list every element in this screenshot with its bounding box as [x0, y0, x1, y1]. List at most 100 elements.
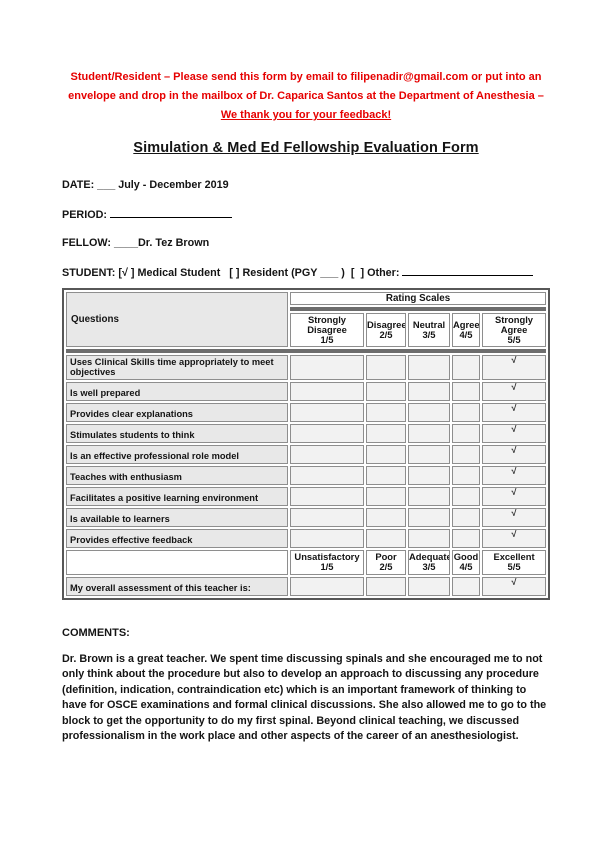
divider-bar — [290, 306, 547, 311]
rating-cell — [408, 424, 450, 444]
table-row: Provides clear explanations √ — [66, 403, 547, 423]
scale-label: Adequate — [409, 551, 450, 563]
scale-header-excellent: Excellent 5/5 — [482, 550, 547, 575]
rating-cell — [366, 403, 406, 423]
agreement-scale-row: Strongly Disagree 1/5 Disagree 2/5 Neutral… — [66, 312, 547, 348]
notice-line-1: Student/Resident – Please send this form… — [70, 71, 542, 83]
overall-question-cell: My overall assessment of this teacher is… — [66, 576, 288, 596]
scale-value: 1/5 — [320, 333, 334, 345]
scale-label: Poor — [375, 551, 397, 563]
period-field: PERIOD: — [62, 208, 552, 221]
rating-cell — [290, 529, 364, 549]
scale-header-poor: Poor 2/5 — [366, 550, 406, 575]
question-cell: Provides clear explanations — [66, 403, 288, 423]
scale-value: 2/5 — [379, 328, 393, 340]
table-row: Is well prepared √ — [66, 382, 547, 402]
rating-cell — [408, 403, 450, 423]
page-title: Simulation & Med Ed Fellowship Evaluatio… — [133, 140, 479, 156]
scale-header-agree: Agree 4/5 — [452, 312, 480, 348]
scale-header-neutral: Neutral 3/5 — [408, 312, 450, 348]
checkmark-cell: √ — [482, 466, 547, 486]
overall-assessment-row: My overall assessment of this teacher is… — [66, 576, 547, 596]
submission-notice: Student/Resident – Please send this form… — [64, 68, 548, 125]
scale-header-good: Good 4/5 — [452, 550, 480, 575]
question-cell: Is an effective professional role model — [66, 445, 288, 465]
checkmark-cell: √ — [482, 529, 547, 549]
checkmark-cell: √ — [482, 424, 547, 444]
rating-cell — [452, 382, 480, 402]
rating-cell — [366, 487, 406, 507]
scale-value: 1/5 — [320, 561, 334, 573]
rating-cell — [408, 355, 450, 381]
student-options: [√ ] Medical Student [ ] Resident (PGY _… — [115, 266, 403, 279]
question-cell: Is well prepared — [66, 382, 288, 402]
other-blank-line — [402, 266, 534, 276]
rating-cell — [408, 466, 450, 486]
rating-cell — [290, 576, 364, 596]
rating-cell — [290, 487, 364, 507]
rating-cell — [452, 529, 480, 549]
scale-label: Excellent — [493, 551, 535, 563]
scale-label: Agree — [453, 318, 480, 330]
empty-header-cell — [66, 550, 288, 575]
scale-label: Disagree — [367, 318, 406, 330]
scale-label: Neutral — [412, 318, 446, 330]
rating-cell — [452, 576, 480, 596]
rating-cell — [366, 529, 406, 549]
rating-cell — [366, 466, 406, 486]
student-label: STUDENT: — [62, 266, 116, 279]
student-field: STUDENT: [√ ] Medical Student [ ] Reside… — [62, 266, 552, 279]
rating-cell — [408, 382, 450, 402]
rating-cell — [290, 403, 364, 423]
rating-cell — [452, 403, 480, 423]
fellow-field: FELLOW: ____Dr. Tez Brown — [62, 237, 552, 249]
quality-scale-row: Unsatisfactory 1/5 Poor 2/5 Adequate 3/5 Go… — [66, 550, 547, 575]
checkmark-cell: √ — [482, 576, 547, 596]
date-label: DATE: — [62, 179, 95, 191]
period-label: PERIOD: — [62, 208, 107, 221]
rating-cell — [408, 445, 450, 465]
scale-value: 3/5 — [422, 561, 436, 573]
rating-cell — [408, 576, 450, 596]
rating-cell — [452, 355, 480, 381]
rating-cell — [290, 466, 364, 486]
checkmark-cell: √ — [482, 382, 547, 402]
rating-cell — [366, 355, 406, 381]
date-field: DATE: ___ July - December 2019 — [62, 179, 552, 191]
rating-cell — [366, 576, 406, 596]
fellow-value: ____Dr. Tez Brown — [110, 237, 210, 249]
table-row: Facilitates a positive learning environm… — [66, 487, 547, 507]
rating-cell — [290, 424, 364, 444]
rating-cell — [452, 424, 480, 444]
date-value: ___ July - December 2019 — [94, 179, 229, 191]
scale-value: 3/5 — [422, 328, 436, 340]
checkmark-cell: √ — [482, 355, 547, 381]
scale-label: Good — [453, 551, 479, 563]
rating-cell — [290, 355, 364, 381]
evaluation-form-page: Student/Resident – Please send this form… — [0, 68, 612, 860]
question-cell: Uses Clinical Skills time appropriately … — [66, 355, 288, 381]
form-fields: DATE: ___ July - December 2019 PERIOD: F… — [62, 179, 552, 279]
scale-value: 5/5 — [507, 333, 521, 345]
questions-column-header: Questions — [66, 291, 288, 348]
rating-cell — [366, 508, 406, 528]
checkmark-cell: √ — [482, 445, 547, 465]
question-cell: Facilitates a positive learning environm… — [66, 487, 288, 507]
table-row: Teaches with enthusiasm √ — [66, 466, 547, 486]
table-row: Is available to learners √ — [66, 508, 547, 528]
scale-label: Unsatisfactory — [294, 551, 360, 563]
scale-label: Strongly Disagree — [307, 313, 347, 335]
period-blank-line — [110, 208, 232, 218]
rating-cell — [366, 424, 406, 444]
scale-value: 4/5 — [459, 561, 473, 573]
checkmark-cell: √ — [482, 487, 547, 507]
rating-cell — [290, 382, 364, 402]
rating-cell — [366, 382, 406, 402]
divider-row-partial — [66, 306, 547, 311]
table-row: Is an effective professional role model … — [66, 445, 547, 465]
divider-bar — [66, 349, 547, 354]
rating-cell — [290, 445, 364, 465]
table-row: Stimulates students to think √ — [66, 424, 547, 444]
question-cell: Teaches with enthusiasm — [66, 466, 288, 486]
table-header-top-row: Questions Rating Scales — [66, 291, 547, 348]
